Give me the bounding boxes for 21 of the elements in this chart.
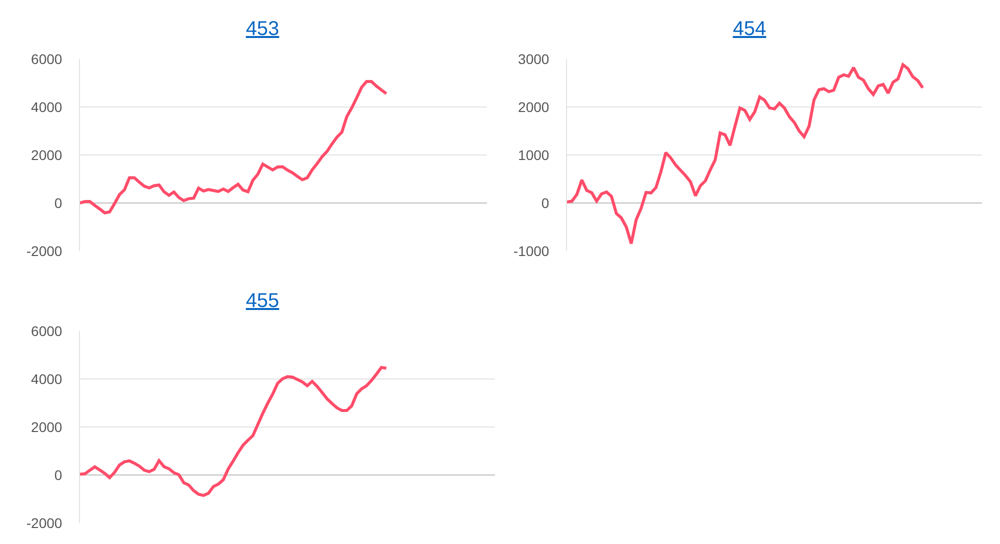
y-tick-label: 0 [541, 194, 550, 211]
line-series [567, 63, 924, 246]
chart-title: 454 [732, 18, 768, 41]
y-tick-label: 4000 [31, 370, 62, 387]
y-tick-label: 0 [54, 194, 62, 211]
y-tick-label: 2000 [31, 146, 62, 163]
chart-title: 455 [244, 290, 280, 313]
y-tick-label: -1000 [513, 242, 550, 259]
y-tick-label: 6000 [31, 322, 62, 339]
y-tick-label: 2000 [518, 98, 550, 115]
y-tick-label: 0 [54, 466, 62, 483]
y-tick-label: -2000 [26, 242, 62, 259]
chart-title: 453 [244, 18, 280, 41]
line-series [80, 366, 388, 497]
y-tick-label: -2000 [26, 514, 62, 531]
y-tick-label: 6000 [31, 50, 62, 67]
y-tick-label: 3000 [518, 50, 550, 67]
line-series [80, 80, 388, 214]
y-tick-label: 4000 [31, 98, 62, 115]
y-tick-label: 2000 [31, 418, 62, 435]
y-tick-label: 1000 [518, 146, 550, 163]
